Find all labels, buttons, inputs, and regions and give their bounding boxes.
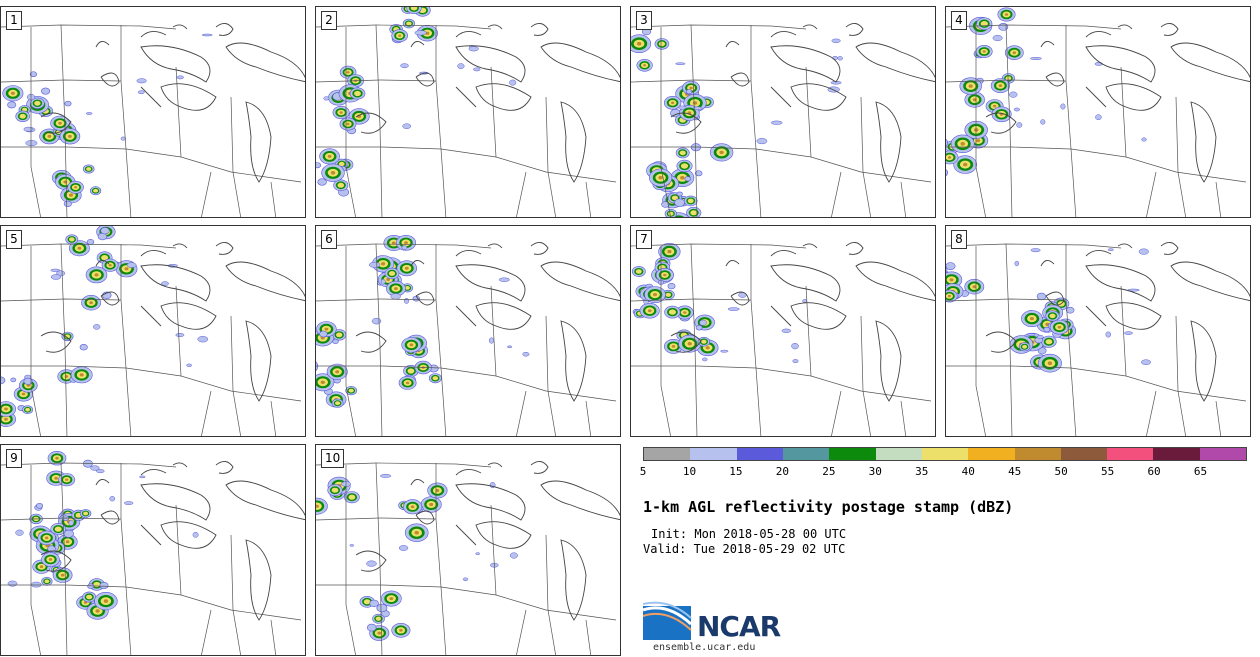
colorbar-segment xyxy=(875,448,922,460)
member-number-label: 9 xyxy=(6,449,22,468)
colorbar-segment xyxy=(782,448,830,460)
colorbar-tick-label: 15 xyxy=(729,465,743,478)
colorbar-segment xyxy=(1060,448,1108,460)
colorbar-segment xyxy=(921,448,969,460)
member-number-label: 8 xyxy=(951,230,967,249)
ncar-logo-text: NCAR xyxy=(697,610,781,643)
member-number-label: 4 xyxy=(951,11,967,30)
colorbar-tick-label: 60 xyxy=(1147,465,1161,478)
init-time: Init: Mon 2018-05-28 00 UTC xyxy=(651,527,847,541)
colorbar-segment xyxy=(690,448,737,460)
colorbar-tick-label: 50 xyxy=(1054,465,1068,478)
colorbar-segment xyxy=(644,448,691,460)
member-number-label: 2 xyxy=(321,11,337,30)
ensemble-member-map: 10 xyxy=(315,444,621,656)
colorbar-segment xyxy=(829,448,876,460)
ensemble-member-map: 1 xyxy=(0,6,306,218)
figure-title: 1-km AGL reflectivity postage stamp (dBZ… xyxy=(643,498,1014,516)
ensemble-member-map: 3 xyxy=(630,6,936,218)
member-number-label: 3 xyxy=(636,11,652,30)
member-number-label: 1 xyxy=(6,11,22,30)
map-svg xyxy=(1,23,305,217)
colorbar-ticks: 5 10 15 20 25 30 35 40 45 50 55 60 65 xyxy=(639,465,1247,479)
colorbar-tick-label: 30 xyxy=(868,465,882,478)
member-number-label: 10 xyxy=(321,449,345,468)
map-svg xyxy=(946,7,1250,217)
ncar-logo-icon xyxy=(643,601,693,640)
map-svg xyxy=(316,461,620,655)
member-number-label: 6 xyxy=(321,230,337,249)
map-svg xyxy=(631,23,935,217)
colorbar-segment xyxy=(1153,448,1200,460)
member-number-label: 5 xyxy=(6,230,22,249)
colorbar-tick-label: 20 xyxy=(775,465,789,478)
ensemble-url: ensemble.ucar.edu xyxy=(653,642,756,653)
colorbar-segment xyxy=(968,448,1015,460)
colorbar-tick-label: 40 xyxy=(961,465,975,478)
ensemble-member-map: 4 xyxy=(945,6,1251,218)
map-svg xyxy=(946,242,1250,436)
map-svg xyxy=(1,226,305,436)
ensemble-member-map: 7 xyxy=(630,225,936,437)
reflectivity-colorbar xyxy=(643,447,1247,461)
colorbar-segment xyxy=(1014,448,1061,460)
colorbar-tick-label: 25 xyxy=(822,465,836,478)
colorbar-segment xyxy=(736,448,783,460)
ensemble-member-map: 5 xyxy=(0,225,306,437)
map-svg xyxy=(316,234,620,436)
colorbar-tick-label: 10 xyxy=(682,465,697,478)
valid-time: Valid: Tue 2018-05-29 02 UTC xyxy=(643,542,846,556)
member-number-label: 7 xyxy=(636,230,652,249)
ensemble-member-map: 2 xyxy=(315,6,621,218)
map-svg xyxy=(631,242,935,436)
colorbar-segment xyxy=(1107,448,1154,460)
colorbar-tick-label: 45 xyxy=(1008,465,1022,478)
colorbar-tick-label: 55 xyxy=(1100,465,1115,478)
map-svg xyxy=(316,7,620,217)
colorbar-segment xyxy=(1199,448,1247,460)
colorbar-tick-label: 35 xyxy=(915,465,929,478)
ensemble-member-map: 6 xyxy=(315,225,621,437)
colorbar-tick-label: 5 xyxy=(639,465,647,478)
colorbar-tick-label: 65 xyxy=(1193,465,1208,478)
ensemble-member-map: 8 xyxy=(945,225,1251,437)
map-svg xyxy=(1,450,305,655)
ensemble-member-map: 9 xyxy=(0,444,306,656)
